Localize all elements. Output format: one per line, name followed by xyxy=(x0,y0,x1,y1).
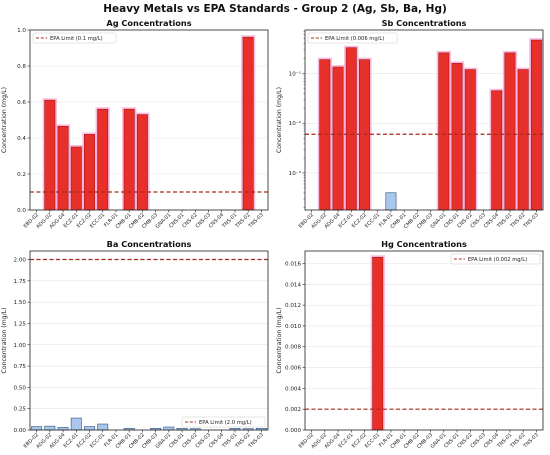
bar xyxy=(491,90,503,211)
y-tick-label: 10⁻³ xyxy=(289,170,301,177)
plot-frame xyxy=(304,29,544,211)
y-tick-label: 0.50 xyxy=(14,385,27,391)
bar xyxy=(163,426,175,431)
y-tick-label: 0.0 xyxy=(17,208,26,214)
y-tick-label: 0.004 xyxy=(285,386,301,392)
panel-title: Sb Concentrations xyxy=(382,18,467,28)
y-tick-label: 0.010 xyxy=(285,324,301,330)
y-tick-label: 0.6 xyxy=(17,100,26,106)
y-tick-label: 2.00 xyxy=(14,258,27,264)
y-tick-label: 0.014 xyxy=(285,282,301,288)
chart-panel-ba: 0.000.250.500.751.001.251.501.752.00EBD-… xyxy=(1,239,269,450)
y-tick-label: 0.002 xyxy=(285,407,301,413)
chart-panel-sb: 10⁻³10⁻²10⁻¹EBD-02ADG-02ADG-04ECZ-01ECZ-… xyxy=(276,18,544,230)
y-axis-label: Concentration (mg/L) xyxy=(1,307,8,373)
panel-title: Ba Concentrations xyxy=(107,239,192,249)
bar xyxy=(44,425,56,431)
chart-panels: 0.00.20.40.60.81.0EBD-02ADG-02ADG-04ECZ-… xyxy=(1,18,544,450)
y-tick-label: 10⁻² xyxy=(289,120,301,127)
legend-box xyxy=(307,32,398,44)
y-tick-label: 1.0 xyxy=(17,28,26,34)
legend-label: EPA Limit (2.0 mg/L) xyxy=(199,420,252,426)
bar xyxy=(97,108,109,211)
bar xyxy=(136,114,148,211)
x-tick-label: ECC-01 xyxy=(89,432,106,449)
y-tick-label: 1.25 xyxy=(14,321,27,327)
bar xyxy=(332,66,344,211)
y-tick-label: 0.006 xyxy=(285,366,301,372)
legend: EPA Limit (2.0 mg/L) xyxy=(181,416,266,428)
bar xyxy=(242,36,254,211)
legend: EPA Limit (0.1 mg/L) xyxy=(32,32,117,44)
y-axis-label: Concentration (mg/L) xyxy=(276,307,283,373)
bar xyxy=(84,134,95,211)
plot-frame xyxy=(29,29,269,211)
bar xyxy=(57,126,69,211)
bar xyxy=(44,99,56,211)
legend-label: EPA Limit (0.002 mg/L) xyxy=(468,257,527,263)
y-tick-label: 0.00 xyxy=(14,428,27,434)
bar xyxy=(372,256,384,431)
bar xyxy=(31,426,43,431)
legend-box xyxy=(181,416,266,428)
y-tick-label: 0.4 xyxy=(17,136,26,142)
y-tick-label: 0.8 xyxy=(17,64,26,70)
legend: EPA Limit (0.006 mg/L) xyxy=(307,32,398,44)
y-tick-label: 0.000 xyxy=(285,428,301,434)
bar xyxy=(504,52,516,211)
y-axis-label: Concentration (mg/L) xyxy=(276,87,283,153)
plot-frame xyxy=(29,250,269,431)
chart-panel-hg: 0.000 0.002 0.004 0.006 0.008 0.010 0.012 0.014… xyxy=(276,239,544,450)
legend-box xyxy=(450,253,541,265)
bar xyxy=(70,417,82,431)
figure-title: Heavy Metals vs EPA Standards - Group 2 … xyxy=(103,3,447,15)
panel-title: Ag Concentrations xyxy=(106,18,191,28)
y-tick-label: 0.2 xyxy=(17,172,26,178)
x-tick-label: ECC-01 xyxy=(364,212,381,229)
bar xyxy=(84,426,95,431)
legend-label: EPA Limit (0.1 mg/L) xyxy=(50,36,103,42)
y-tick-label: 1.00 xyxy=(14,343,27,349)
y-tick-label: 0.25 xyxy=(14,407,27,413)
panel-title: Hg Concentrations xyxy=(381,239,467,249)
y-axis-label: Concentration (mg/L) xyxy=(1,87,8,153)
legend: EPA Limit (0.002 mg/L) xyxy=(450,253,541,265)
y-tick-label: 10⁻¹ xyxy=(289,71,301,78)
y-tick-label: 1.50 xyxy=(14,300,27,306)
y-tick-label: 0.008 xyxy=(285,345,301,351)
bar xyxy=(451,63,463,211)
bar xyxy=(345,47,357,211)
x-tick-label: ECC-01 xyxy=(89,212,106,229)
bar xyxy=(97,423,109,431)
bar xyxy=(464,69,476,211)
y-tick-label: 1.75 xyxy=(14,279,27,285)
plot-frame xyxy=(304,250,544,431)
y-tick-label: 0.016 xyxy=(285,261,301,267)
bar xyxy=(517,69,529,211)
y-tick-label: 0.75 xyxy=(14,364,27,370)
bar xyxy=(385,192,397,211)
legend-label: EPA Limit (0.006 mg/L) xyxy=(325,36,384,42)
bar xyxy=(123,108,135,211)
bar xyxy=(438,52,450,211)
x-tick-label: ECC-01 xyxy=(364,432,381,449)
chart-panel-ag: 0.00.20.40.60.81.0EBD-02ADG-02ADG-04ECZ-… xyxy=(1,18,269,230)
y-tick-label: 0.012 xyxy=(285,303,301,309)
legend-box xyxy=(32,32,117,44)
bar xyxy=(530,39,542,211)
bar xyxy=(70,146,82,211)
